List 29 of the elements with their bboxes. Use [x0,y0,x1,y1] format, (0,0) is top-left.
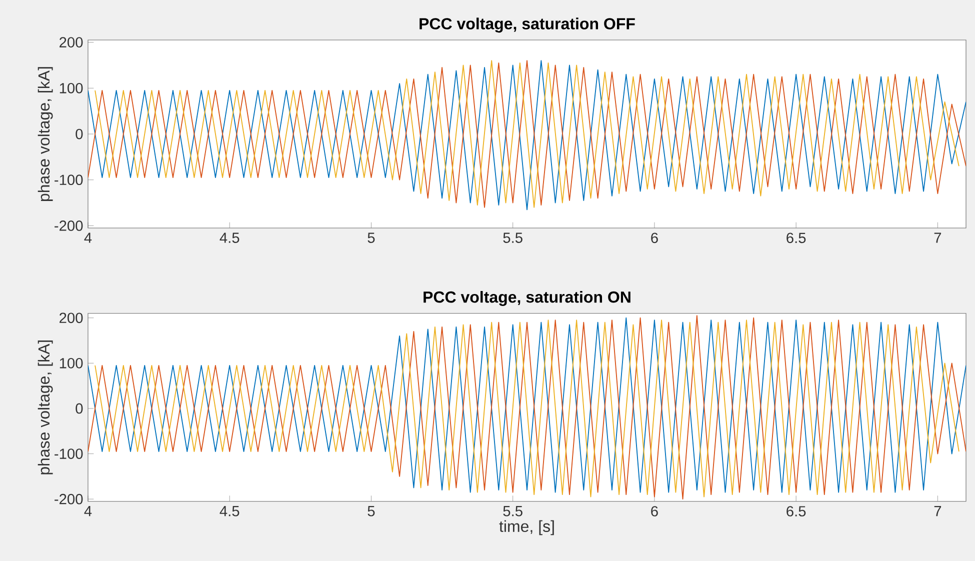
y-axis-title: phase voltage, [kA] [38,340,53,474]
chart-title: PCC voltage, saturation OFF [420,18,635,33]
x-tick-label: 6.5 [786,232,806,244]
x-tick-label: 4.5 [220,232,240,243]
y-tick-label: 200 [60,312,83,324]
x-tick-label: 5 [368,506,375,516]
x-tick-label: 7 [934,506,942,516]
y-tick-label: 100 [60,82,83,94]
x-tick-label: 4 [84,232,92,243]
x-tick-label: 4.5 [220,506,240,516]
x-tick-label: 5.5 [503,506,522,516]
x-tick-label: 5.5 [503,232,522,243]
y-tick-label: -200 [54,220,83,231]
y-tick-label: 0 [76,128,83,140]
y-tick-label: -100 [54,448,83,459]
y-tick-label: 0 [76,403,83,414]
y-tick-label: 200 [60,37,83,48]
y-tick-label: -100 [54,174,83,186]
x-tick-label: 4 [84,506,92,516]
x-tick-label: 6.5 [786,506,806,516]
chart-title: PCC voltage, saturation ON [424,290,630,306]
y-tick-label: -200 [54,494,83,504]
x-tick-label: 5 [368,232,375,243]
x-tick-label: 6 [651,232,658,244]
x-axis-title: time, [s] [499,520,554,536]
y-tick-label: 100 [60,358,83,368]
x-tick-label: 6 [651,506,658,516]
y-axis-title: phase voltage, [kA] [38,67,53,202]
x-tick-label: 7 [934,232,942,243]
